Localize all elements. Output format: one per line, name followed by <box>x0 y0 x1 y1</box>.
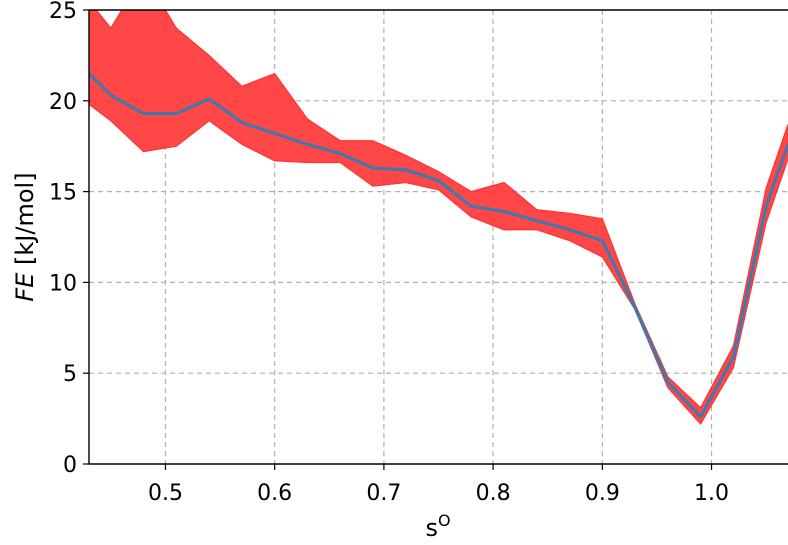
x-axis-label-base: s <box>425 514 438 542</box>
y-axis-label-units: [kJ/mol] <box>11 172 39 272</box>
y-tick-label: 0 <box>63 453 77 478</box>
x-tick-label: 0.8 <box>476 481 511 506</box>
x-tick-label: 0.9 <box>585 481 620 506</box>
plot-area <box>89 10 788 426</box>
error-band <box>89 10 788 426</box>
x-tick-label: 1.0 <box>694 481 729 506</box>
y-tick-label: 5 <box>63 362 77 387</box>
y-tick-label: 20 <box>49 90 77 115</box>
x-tick-label: 0.7 <box>366 481 401 506</box>
y-tick-label: 15 <box>49 181 77 206</box>
y-tick-label: 10 <box>49 271 77 296</box>
x-tick-label: 0.5 <box>148 481 183 506</box>
axes <box>83 9 788 470</box>
tick-labels: 0.5 0.6 0.7 0.8 0.9 1.0 0 5 10 15 20 25 <box>49 0 729 506</box>
x-axis-label-superscript: O <box>438 511 451 530</box>
x-tick-label: 0.6 <box>257 481 292 506</box>
x-axis-label: sO <box>425 511 450 542</box>
mean-free-energy-line <box>89 72 788 419</box>
y-axis-label: FE [kJ/mol] <box>11 172 39 301</box>
y-axis-label-italic: FE <box>11 272 39 302</box>
y-tick-label: 25 <box>49 0 77 24</box>
